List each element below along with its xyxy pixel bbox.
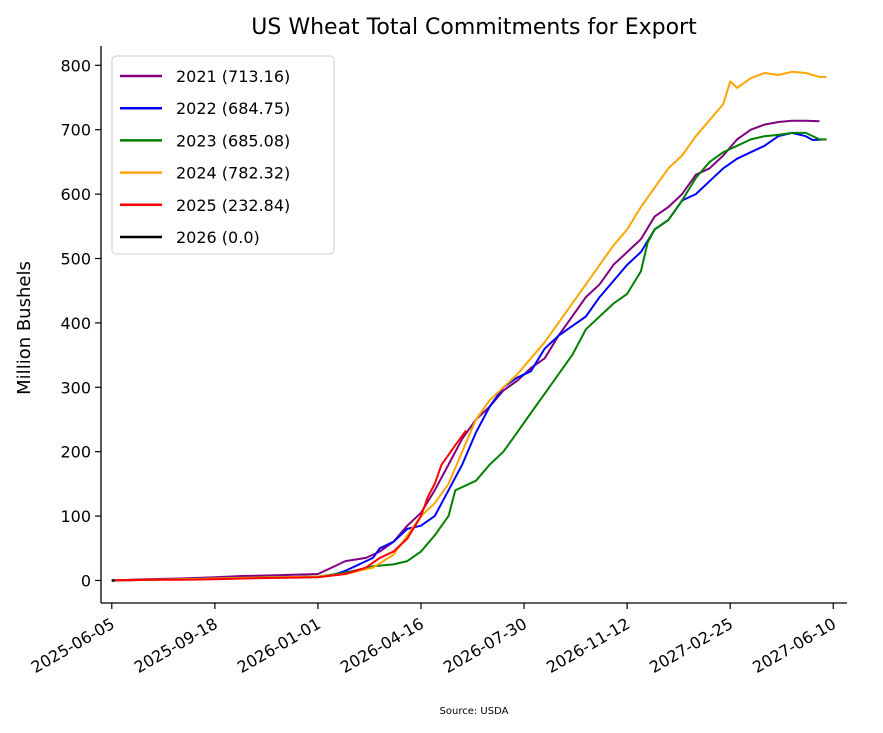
source-note: Source: USDA <box>440 706 509 717</box>
legend-label: 2026 (0.0) <box>176 228 260 247</box>
legend-label: 2024 (782.32) <box>176 164 290 183</box>
x-tick-label: 2025-09-18 <box>131 614 221 677</box>
x-tick-label: 2026-11-12 <box>543 614 633 677</box>
y-tick-label: 700 <box>60 121 91 140</box>
legend-items: 2021 (713.16) 2022 (684.75) 2023 (685.08) 2… <box>120 67 290 247</box>
legend: 2021 (713.16) 2022 (684.75) 2023 (685.08) 2… <box>111 55 335 255</box>
y-tick-label: 200 <box>60 443 91 462</box>
y-tick-label: 500 <box>60 249 91 268</box>
x-tick-label: 2026-01-01 <box>234 614 324 677</box>
y-tick-label: 600 <box>60 185 91 204</box>
series-line-2025 <box>111 429 467 582</box>
legend-box <box>111 55 335 255</box>
x-tick-label: 2026-04-16 <box>337 614 427 677</box>
chart-title: US Wheat Total Commitments for Export <box>251 15 697 40</box>
legend-label: 2023 (685.08) <box>176 131 290 150</box>
y-axis-label: Million Bushels <box>14 261 35 395</box>
y-tick-label: 400 <box>60 314 91 333</box>
y-tick-label: 800 <box>60 56 91 75</box>
legend-label: 2025 (232.84) <box>176 196 290 215</box>
series-line-2021 <box>111 119 820 582</box>
y-tick-label: 100 <box>60 507 91 526</box>
x-tick-label: 2026-07-30 <box>440 614 530 677</box>
y-tick-label: 0 <box>81 571 91 590</box>
x-tick-label: 2027-06-10 <box>749 614 839 677</box>
x-tick-label: 2025-06-05 <box>28 614 118 677</box>
y-ticks: 0 100 200 300 400 500 600 700 800 <box>60 56 101 590</box>
x-tick-label: 2027-02-25 <box>646 614 736 677</box>
y-tick-label: 300 <box>60 378 91 397</box>
axes <box>100 46 847 604</box>
legend-label: 2022 (684.75) <box>176 99 290 118</box>
legend-label: 2021 (713.16) <box>176 67 290 86</box>
x-ticks: 2025-06-05 2025-09-18 2026-01-01 2026-04-16… <box>28 603 839 677</box>
series-lines <box>111 70 827 582</box>
